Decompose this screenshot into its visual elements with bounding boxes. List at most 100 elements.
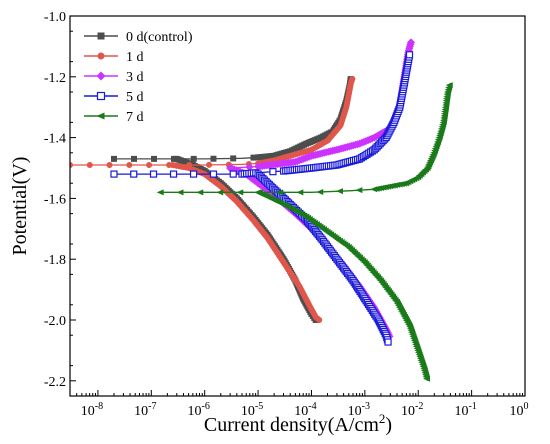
legend-label: 7 d — [126, 110, 144, 125]
series-line — [230, 40, 413, 169]
x-tick-base: 10 — [81, 404, 95, 419]
x-tick-exp: -4 — [308, 401, 316, 412]
x-tick-exp: -8 — [95, 401, 103, 412]
x-tick-base: 10 — [134, 404, 148, 419]
series-point — [269, 168, 277, 176]
series-point — [384, 338, 392, 346]
series-point — [130, 170, 138, 178]
series-point — [245, 162, 254, 171]
series-point — [149, 170, 158, 178]
series-point — [110, 155, 117, 162]
x-tick-label: 10-3 — [348, 401, 370, 419]
series-point — [97, 32, 105, 40]
series-4 — [156, 82, 453, 382]
x-tick-label: 10-1 — [454, 401, 476, 419]
series-point — [70, 161, 73, 168]
series-point — [229, 170, 237, 178]
series-point — [196, 189, 204, 196]
series-point — [296, 189, 304, 196]
x-tick-exp: -2 — [415, 401, 423, 412]
series-point — [209, 170, 218, 178]
series-line — [257, 191, 429, 381]
x-tick-base: 10 — [241, 404, 255, 419]
legend: 0 d(control) 1 d 3 d 5 d 7 d — [84, 30, 193, 125]
legend-entry: 5 d — [84, 90, 144, 105]
x-tick-label: 100 — [510, 401, 529, 419]
series-point — [96, 112, 105, 120]
y-tick-labels: -1.0 -1.2 -1.4 -1.6 -1.8 -2.0 -2.2 — [44, 10, 66, 390]
series-point — [86, 161, 93, 168]
series-point — [97, 52, 105, 60]
legend-label: 3 d — [126, 70, 144, 85]
x-tick-base: 10 — [510, 404, 524, 419]
series-point — [169, 170, 178, 178]
x-axis-title-main: Current density(A/cm — [204, 414, 379, 436]
x-tick-label: 10-6 — [188, 401, 210, 419]
legend-label: 1 d — [126, 50, 144, 65]
x-tick-exp: -5 — [255, 401, 263, 412]
series-point — [131, 155, 138, 162]
series-point — [206, 161, 213, 168]
series-point — [96, 91, 106, 101]
x-tick-exp: -3 — [362, 401, 370, 412]
series-line — [176, 158, 317, 321]
legend-entry: 0 d(control) — [84, 30, 193, 45]
x-tick-exp: 0 — [524, 401, 529, 412]
series-point — [151, 155, 158, 162]
series-point — [405, 51, 414, 59]
series-2 — [226, 38, 416, 341]
series-point — [335, 188, 343, 195]
y-tick-label: -1.2 — [44, 71, 66, 86]
series-point — [407, 38, 416, 47]
series-point — [96, 71, 106, 81]
series-point — [210, 155, 217, 162]
legend-entry: 1 d — [84, 50, 144, 65]
x-tick-base: 10 — [454, 404, 468, 419]
series-point — [423, 375, 431, 382]
legend-entry: 7 d — [84, 110, 144, 125]
x-tick-base: 10 — [348, 404, 362, 419]
series-point — [126, 161, 133, 168]
series-point — [146, 161, 153, 168]
series-point — [316, 188, 324, 195]
x-axis-title: Current density(A/cm2) — [204, 411, 392, 436]
x-axis-title-end: ) — [385, 414, 392, 436]
x-tick-label: 10-2 — [401, 401, 423, 419]
x-tick-base: 10 — [188, 404, 202, 419]
y-tick-label: -1.0 — [44, 10, 66, 25]
series-point — [230, 155, 237, 162]
series-point — [236, 189, 244, 196]
x-tick-labels: 10-8 10-7 10-6 10-5 10-4 10-3 10-2 10-1 100 — [81, 401, 529, 419]
y-tick-label: -1.6 — [44, 192, 66, 207]
y-tick-label: -2.2 — [44, 375, 66, 390]
series-point — [445, 82, 453, 89]
y-axis-title: Potential(V) — [9, 157, 31, 256]
x-tick-exp: -7 — [148, 401, 156, 412]
series-point — [190, 155, 197, 162]
series-layer — [70, 38, 453, 382]
series-point — [250, 154, 257, 161]
x-tick-exp: -6 — [202, 401, 210, 412]
plot-frame — [69, 15, 526, 397]
x-tick-label: 10-5 — [241, 401, 263, 419]
legend-label: 5 d — [126, 90, 144, 105]
y-tick-label: -2.0 — [44, 314, 66, 329]
series-point — [216, 189, 224, 196]
series-point — [316, 317, 323, 323]
y-tick-label: -1.4 — [44, 132, 66, 147]
series-point — [106, 161, 113, 168]
series-1 — [70, 75, 356, 323]
x-tick-base: 10 — [401, 404, 415, 419]
x-tick-label: 10-7 — [134, 401, 156, 419]
x-tick-exp: -1 — [468, 401, 476, 412]
series-point — [276, 189, 284, 196]
x-tick-label: 10-4 — [294, 401, 316, 419]
series-point — [349, 75, 356, 82]
legend-entry: 3 d — [84, 70, 144, 85]
series-3 — [110, 51, 414, 346]
series-point — [355, 187, 363, 194]
x-tick-base: 10 — [294, 404, 308, 419]
legend-label: 0 d(control) — [126, 30, 193, 45]
x-axis-title-sup: 2 — [379, 411, 386, 426]
